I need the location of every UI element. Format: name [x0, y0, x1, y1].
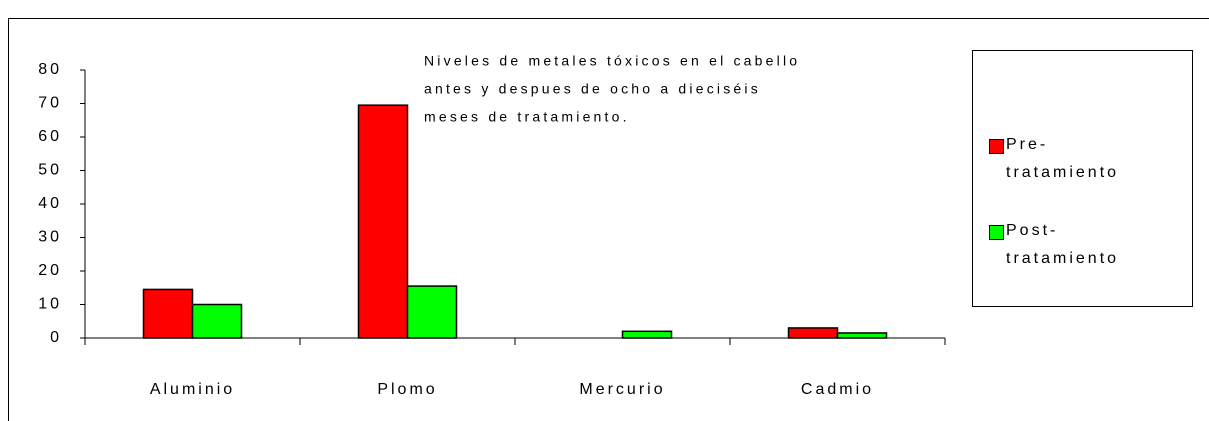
bar	[191, 303, 243, 339]
x-tick-label: Mercurio	[579, 381, 665, 398]
bar	[142, 288, 194, 339]
legend: Pre-tratamiento Post-tratamiento	[972, 50, 1193, 307]
y-tick-label: 60	[38, 128, 62, 145]
y-tick-label: 20	[38, 262, 62, 279]
chart-title: antes y despues de ocho a dieciséis	[424, 81, 761, 97]
legend-label: Post-tratamiento	[1006, 222, 1120, 267]
y-tick-label: 0	[50, 329, 62, 346]
bar	[406, 285, 458, 339]
chart-title: meses de tratamiento.	[424, 109, 630, 125]
legend-swatch	[989, 139, 1004, 154]
y-tick-label: 80	[38, 61, 62, 78]
x-tick-label: Aluminio	[150, 381, 235, 398]
y-tick-label: 50	[38, 162, 62, 179]
y-tick-label: 70	[38, 95, 62, 112]
legend-item: Pre-tratamiento	[989, 136, 1189, 187]
bar	[621, 330, 673, 339]
bar	[836, 332, 888, 339]
chart-title: Niveles de metales tóxicos en el cabello	[424, 53, 800, 69]
legend-swatch	[989, 225, 1004, 240]
frame	[8, 18, 1209, 421]
y-tick-label: 10	[38, 296, 62, 313]
bar	[357, 104, 409, 339]
x-tick-label: Plomo	[377, 381, 437, 398]
legend-item: Post-tratamiento	[989, 222, 1189, 273]
bar	[787, 327, 839, 339]
x-tick-label: Cadmio	[801, 381, 874, 398]
y-tick-label: 30	[38, 229, 62, 246]
y-tick-label: 40	[38, 195, 62, 212]
legend-label: Pre-tratamiento	[1006, 136, 1120, 181]
